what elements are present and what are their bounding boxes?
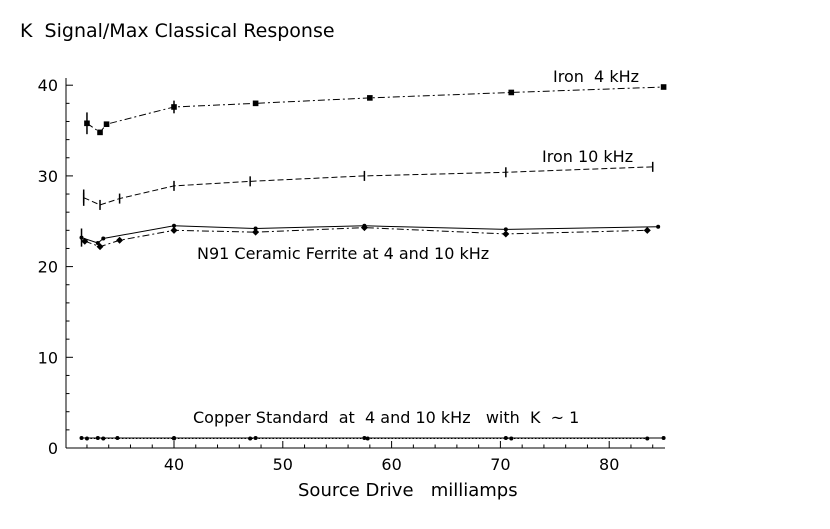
y-tick-label: 20	[38, 258, 58, 277]
x-tick-label: 60	[381, 455, 401, 474]
y-axis-title: K Signal/Max Classical Response	[20, 20, 335, 42]
data-point	[360, 224, 368, 232]
annotation-ferrite: N91 Ceramic Ferrite at 4 and 10 kHz	[197, 244, 490, 263]
data-point	[103, 121, 110, 128]
y-tick-label: 0	[48, 439, 58, 458]
series	[81, 224, 651, 251]
data-point	[502, 230, 510, 238]
data-point	[172, 436, 176, 441]
annotation-iron-10khz: Iron 10 kHz	[542, 147, 634, 166]
x-tick-label: 50	[273, 455, 293, 474]
y-tick-label: 10	[38, 348, 58, 367]
annotation-iron-4khz: Iron 4 kHz	[553, 67, 640, 86]
data-point	[170, 226, 178, 234]
annotation-copper: Copper Standard at 4 and 10 kHz with K ~…	[193, 408, 580, 427]
series	[82, 161, 654, 210]
data-point	[252, 100, 259, 107]
series	[79, 223, 661, 246]
series	[84, 84, 667, 136]
x-tick-label: 40	[164, 455, 184, 474]
data-point	[503, 436, 508, 441]
series-layer	[79, 84, 667, 441]
axes: 0 10 20 30 40 40 50 60 70 80	[38, 76, 665, 474]
y-tick-label: 40	[38, 76, 58, 95]
data-point	[509, 436, 514, 441]
data-point	[661, 436, 666, 441]
data-point	[97, 129, 103, 136]
data-point	[365, 436, 370, 441]
x-axis-title: Source Drive milliamps	[298, 480, 518, 501]
data-point	[96, 243, 104, 251]
series-line	[83, 166, 653, 206]
data-point	[248, 436, 253, 441]
data-point	[115, 436, 120, 441]
series	[84, 436, 650, 441]
data-point	[253, 226, 258, 231]
data-point	[95, 241, 100, 246]
data-point	[503, 227, 508, 232]
data-point	[660, 84, 667, 90]
data-point	[101, 436, 106, 441]
y-tick-label: 30	[38, 167, 58, 186]
data-point	[656, 224, 661, 229]
x-tick-label: 80	[599, 455, 619, 474]
data-point	[116, 236, 124, 244]
data-point	[84, 436, 89, 441]
data-point	[643, 226, 651, 234]
x-tick-label: 70	[490, 455, 510, 474]
series-line	[81, 225, 659, 244]
data-point	[172, 223, 176, 228]
data-point	[79, 436, 84, 441]
data-point	[367, 95, 373, 101]
series-line	[84, 227, 648, 248]
data-point	[645, 436, 650, 441]
data-point	[81, 237, 89, 245]
data-point	[252, 228, 260, 236]
data-point	[508, 89, 515, 96]
data-point	[101, 236, 106, 241]
